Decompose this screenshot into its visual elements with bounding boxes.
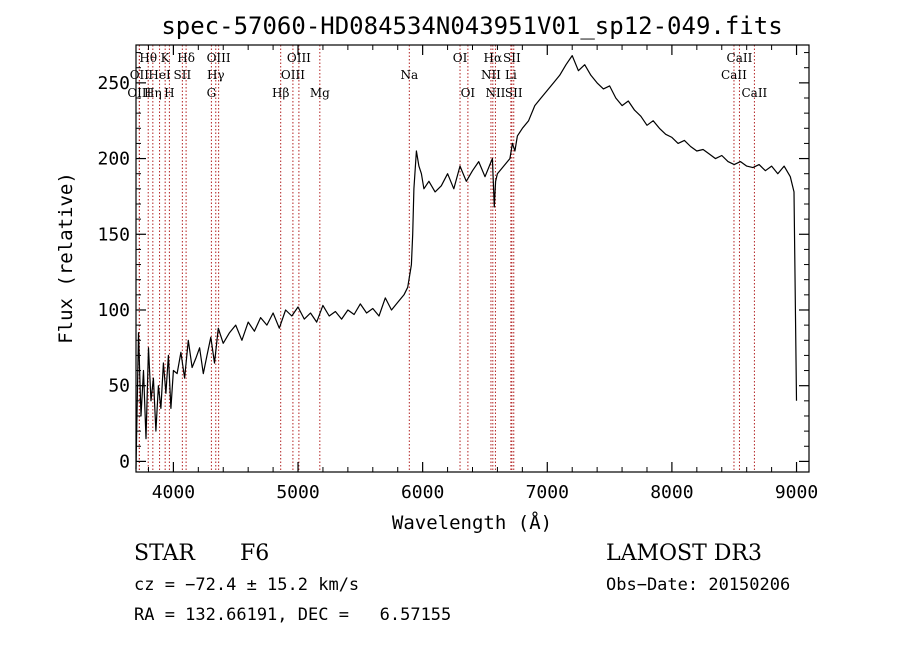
- x-axis-label: Wavelength (Å): [392, 511, 552, 534]
- marker-label: Hβ: [272, 86, 289, 100]
- marker-label: Hγ: [207, 68, 225, 82]
- y-tick-label: 50: [108, 376, 130, 397]
- coords-text: RA = 132.66191, DEC = 6.57155: [134, 605, 451, 625]
- marker-label: CaII: [727, 51, 753, 65]
- marker-label: Hθ: [139, 51, 157, 65]
- marker-label: OII: [130, 68, 150, 82]
- y-tick-label: 100: [97, 300, 130, 321]
- marker-label: OI: [453, 51, 468, 65]
- marker-label: OI: [461, 86, 476, 100]
- marker-label: Hδ: [177, 51, 195, 65]
- marker-label: Hα: [484, 51, 503, 65]
- marker-label: H: [164, 86, 174, 100]
- obs-date: Obs−Date: 20150206: [606, 575, 790, 595]
- y-axis-label: Flux (relative): [55, 172, 77, 344]
- y-tick-label: 150: [97, 224, 130, 245]
- marker-label: HeI: [148, 68, 171, 82]
- marker-label: NII: [481, 68, 501, 82]
- x-tick-label: 8000: [650, 482, 693, 503]
- marker-label: Li: [505, 68, 517, 82]
- x-tick-label: 9000: [775, 482, 818, 503]
- x-axis: 4000 5000 6000 7000 8000 9000: [147, 45, 818, 503]
- marker-label: SII: [505, 86, 523, 100]
- subclass: F6: [240, 541, 269, 566]
- y-tick-label: 250: [97, 73, 130, 94]
- x-tick-label: 5000: [276, 482, 319, 503]
- marker-label: Hη: [144, 86, 162, 100]
- redshift-text: cz = −72.4 ± 15.2 km/s: [134, 575, 359, 595]
- marker-label: G: [207, 86, 217, 100]
- y-tick-label: 0: [119, 451, 130, 472]
- marker-label: OIII: [287, 51, 311, 65]
- survey-name: LAMOST DR3: [606, 541, 762, 566]
- marker-label: NII: [485, 86, 505, 100]
- marker-label: Na: [400, 68, 418, 82]
- object-class: STAR: [134, 541, 196, 566]
- y-axis: 0 50 100 150 200 250: [97, 52, 809, 472]
- spectrum-line: [135, 55, 798, 470]
- x-tick-label: 6000: [401, 482, 444, 503]
- marker-label: SII: [174, 68, 192, 82]
- marker-label: OIII: [281, 68, 305, 82]
- plot-frame: [135, 44, 810, 473]
- marker-label: K: [161, 51, 171, 65]
- marker-label: CaII: [741, 86, 767, 100]
- marker-label: CaII: [721, 68, 747, 82]
- y-tick-label: 200: [97, 149, 130, 170]
- marker-label: SII: [503, 51, 521, 65]
- marker-label: OIII: [207, 51, 231, 65]
- x-tick-label: 4000: [152, 482, 195, 503]
- marker-label: OIII: [127, 86, 151, 100]
- marker-label: Mg: [310, 86, 330, 100]
- marker-lines: [138, 45, 755, 472]
- x-tick-label: 7000: [526, 482, 569, 503]
- chart-title: spec-57060-HD084534N043951V01_sp12-049.f…: [161, 12, 782, 40]
